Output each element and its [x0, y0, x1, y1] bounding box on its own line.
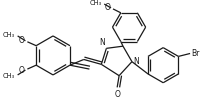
Text: O: O: [114, 90, 119, 99]
Text: O: O: [19, 36, 24, 45]
Text: Br: Br: [190, 49, 198, 58]
Text: CH₃: CH₃: [2, 32, 15, 38]
Text: CH₃: CH₃: [2, 73, 15, 79]
Text: O: O: [19, 66, 24, 75]
Text: CH₃: CH₃: [89, 0, 101, 6]
Text: N: N: [132, 57, 138, 66]
Text: N: N: [99, 38, 105, 47]
Text: O: O: [104, 3, 110, 12]
